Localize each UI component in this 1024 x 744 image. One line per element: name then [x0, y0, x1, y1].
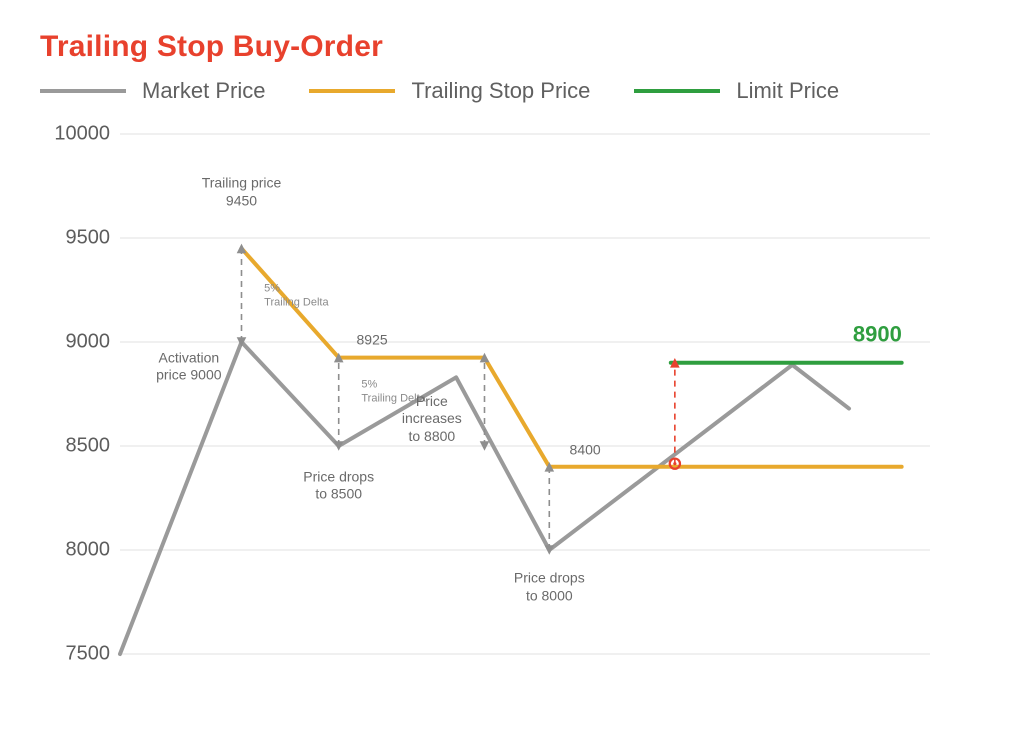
legend-item-limit: Limit Price [634, 78, 839, 104]
annotation: 8900 [853, 320, 902, 348]
legend-label-trailing: Trailing Stop Price [411, 78, 590, 104]
annotation: Price drops to 8500 [303, 468, 374, 503]
annotation: Activation price 9000 [156, 349, 221, 384]
chart-area: 7500 8000 8500 9000 9500 10000 Trailing price … [40, 114, 940, 674]
y-tick-label: 9500 [40, 227, 110, 250]
annotation: Price increases to 8800 [402, 393, 462, 446]
annotation: 5% Trailing Delta [264, 282, 328, 310]
legend-swatch-limit [634, 89, 720, 93]
legend-swatch-market [40, 89, 126, 93]
page: Trailing Stop Buy-Order Market Price Tra… [0, 0, 1024, 744]
annotation: 8925 [357, 331, 388, 349]
chart-title: Trailing Stop Buy-Order [40, 30, 984, 64]
annotation: Price drops to 8000 [514, 570, 585, 605]
legend-item-trailing: Trailing Stop Price [309, 78, 590, 104]
series-trailing-stop [242, 248, 902, 466]
legend-label-market: Market Price [142, 78, 265, 104]
y-tick-label: 7500 [40, 643, 110, 666]
y-tick-label: 8000 [40, 539, 110, 562]
annotation: 8400 [570, 441, 601, 459]
annotation: Trailing price 9450 [202, 175, 282, 210]
legend: Market Price Trailing Stop Price Limit P… [40, 78, 984, 104]
y-tick-label: 10000 [40, 123, 110, 146]
legend-swatch-trailing [309, 89, 395, 93]
y-tick-label: 8500 [40, 435, 110, 458]
legend-item-market: Market Price [40, 78, 265, 104]
y-tick-label: 9000 [40, 331, 110, 354]
chart-svg [40, 114, 940, 674]
legend-label-limit: Limit Price [736, 78, 839, 104]
